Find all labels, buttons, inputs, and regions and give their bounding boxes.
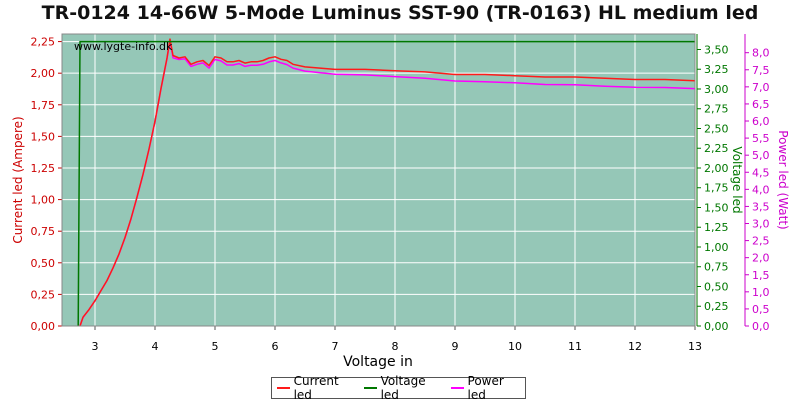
plot-area bbox=[62, 34, 695, 326]
x-tick-label: 3 bbox=[92, 340, 99, 353]
legend-label-power: Power led bbox=[467, 374, 504, 402]
legend-item-current: Current led bbox=[277, 374, 354, 402]
legend-label-voltage: Voltage led bbox=[380, 374, 426, 402]
x-tick-label: 6 bbox=[272, 340, 279, 353]
x-tick-label: 12 bbox=[628, 340, 642, 353]
y-power-tick-label: 4,5 bbox=[752, 166, 770, 179]
y-left-tick-label: 0,25 bbox=[31, 288, 56, 301]
legend-swatch-power bbox=[450, 387, 464, 389]
y-power-tick-label: 8,0 bbox=[752, 47, 770, 60]
y-voltage-tick-label: 1,50 bbox=[704, 201, 729, 214]
y-power-tick-label: 5,5 bbox=[752, 132, 770, 145]
legend: Current led Voltage led Power led bbox=[271, 374, 526, 402]
y-voltage-tick-label: 2,00 bbox=[704, 162, 729, 175]
x-axis-title: Voltage in bbox=[343, 354, 413, 370]
y-voltage-tick-label: 0,75 bbox=[704, 261, 729, 274]
y-voltage-tick-label: 1,00 bbox=[704, 241, 729, 254]
x-tick-label: 9 bbox=[452, 340, 459, 353]
tick-layer: 3 4 5 6 7 8 9 10 11 12 130,000,250,500,751,001,251… bbox=[31, 36, 770, 353]
y-voltage-tick-label: 0,25 bbox=[704, 300, 729, 313]
y-axis-voltage-title: Voltage led bbox=[730, 146, 744, 213]
x-tick-label: 8 bbox=[392, 340, 399, 353]
legend-item-voltage: Voltage led bbox=[363, 374, 441, 402]
voltage-led-line bbox=[77, 40, 695, 327]
y-voltage-tick-label: 3,25 bbox=[704, 63, 729, 76]
y-voltage-tick-label: 2,75 bbox=[704, 103, 729, 116]
y-power-tick-label: 1,0 bbox=[752, 286, 770, 299]
y-left-tick-label: 1,25 bbox=[31, 162, 56, 175]
x-tick-label: 4 bbox=[152, 340, 159, 353]
y-voltage-tick-label: 3,50 bbox=[704, 43, 729, 56]
y-power-tick-label: 0,5 bbox=[752, 303, 770, 316]
y-power-tick-label: 5,0 bbox=[752, 149, 770, 162]
watermark-text: www.lygte-info.dk bbox=[74, 40, 173, 53]
y-power-tick-label: 3,0 bbox=[752, 218, 770, 231]
x-tick-label: 11 bbox=[568, 340, 582, 353]
y-power-tick-label: 2,5 bbox=[752, 235, 770, 248]
y-voltage-tick-label: 0,50 bbox=[704, 280, 729, 293]
legend-swatch-voltage bbox=[363, 387, 377, 389]
x-tick-label: 7 bbox=[332, 340, 339, 353]
y-voltage-tick-label: 1,75 bbox=[704, 182, 729, 195]
y-left-tick-label: 2,25 bbox=[31, 36, 56, 49]
y-power-tick-label: 7,0 bbox=[752, 81, 770, 94]
plot-frame bbox=[61, 33, 696, 327]
legend-item-power: Power led bbox=[450, 374, 520, 402]
legend-swatch-current bbox=[277, 387, 290, 389]
y-left-tick-label: 0,00 bbox=[31, 320, 56, 333]
y-left-tick-label: 1,00 bbox=[31, 194, 56, 207]
y-left-tick-label: 1,50 bbox=[31, 130, 56, 143]
y-axis-power-title: Power led (Watt) bbox=[776, 130, 790, 229]
x-tick-label: 13 bbox=[688, 340, 702, 353]
current-led-line bbox=[79, 38, 696, 327]
y-left-tick-label: 2,00 bbox=[31, 67, 56, 80]
x-tick-label: 10 bbox=[508, 340, 522, 353]
y-left-tick-label: 1,75 bbox=[31, 99, 56, 112]
y-power-tick-label: 7,5 bbox=[752, 64, 770, 77]
y-power-tick-label: 6,0 bbox=[752, 115, 770, 128]
y-voltage-tick-label: 2,50 bbox=[704, 122, 729, 135]
y-voltage-tick-label: 2,25 bbox=[704, 142, 729, 155]
y-power-tick-label: 4,0 bbox=[752, 183, 770, 196]
y-voltage-tick-label: 1,25 bbox=[704, 221, 729, 234]
y-power-tick-label: 2,0 bbox=[752, 252, 770, 265]
y-left-tick-label: 0,75 bbox=[31, 225, 56, 238]
series-layer bbox=[77, 38, 696, 327]
y-power-tick-label: 6,5 bbox=[752, 98, 770, 111]
y-voltage-tick-label: 3,00 bbox=[704, 83, 729, 96]
grid-layer bbox=[62, 34, 696, 327]
y-power-tick-label: 3,5 bbox=[752, 200, 770, 213]
chart-title: TR-0124 14-66W 5-Mode Luminus SST-90 (TR… bbox=[41, 2, 759, 24]
y-axis-left-title: Current led (Ampere) bbox=[11, 116, 25, 243]
y-power-tick-label: 1,5 bbox=[752, 269, 770, 282]
y-voltage-tick-label: 0,00 bbox=[704, 320, 729, 333]
legend-label-current: Current led bbox=[293, 374, 339, 402]
y-left-tick-label: 0,50 bbox=[31, 257, 56, 270]
y-power-tick-label: 0,0 bbox=[752, 320, 770, 333]
x-tick-label: 5 bbox=[212, 340, 219, 353]
